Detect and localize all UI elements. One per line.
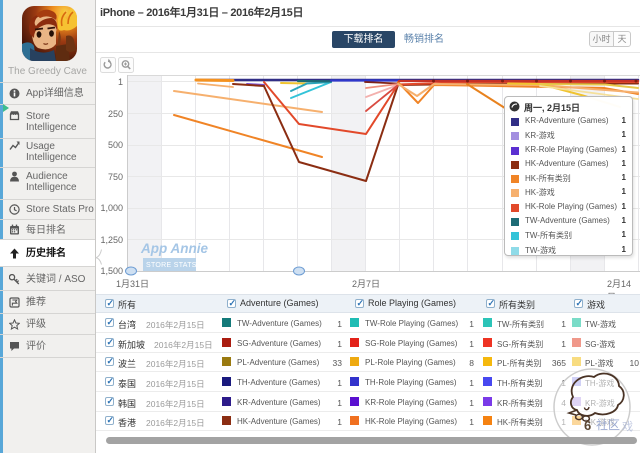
svg-text:STORE STATS: STORE STATS (146, 262, 197, 269)
svg-text:戏: 戏 (622, 420, 633, 433)
svg-text:6: 6 (584, 418, 591, 433)
svg-text:社区: 社区 (596, 417, 620, 432)
svg-text:App Annie: App Annie (140, 241, 208, 256)
